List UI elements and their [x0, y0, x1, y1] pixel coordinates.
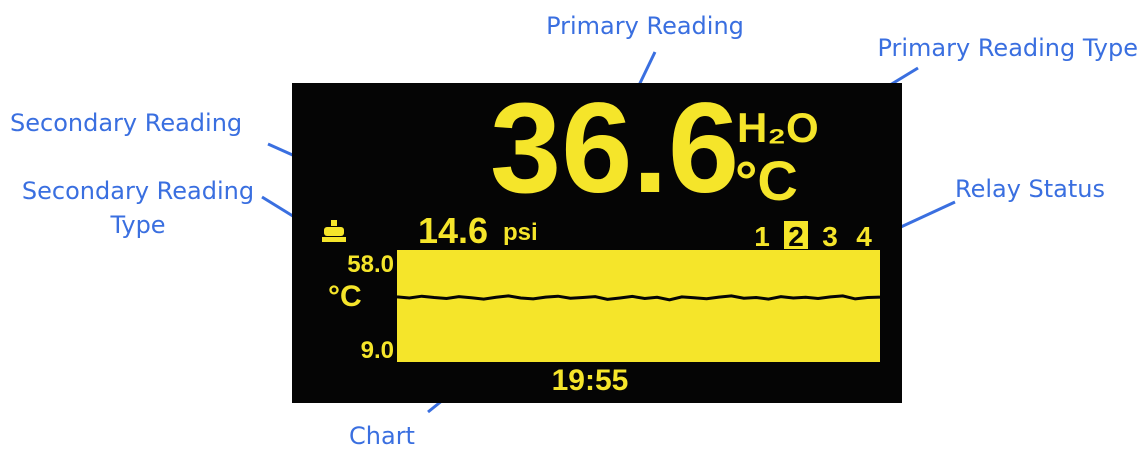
annotation: Relay Status: [955, 175, 1105, 203]
annotation: Primary Reading: [546, 12, 744, 40]
secondary-unit: psi: [503, 219, 538, 246]
annotation: Secondary Reading: [10, 109, 242, 137]
relay-label: 3: [822, 221, 838, 252]
screen-annotation: Primary Reading Primary Reading Type Sec…: [0, 0, 1144, 453]
relay-label: 2: [788, 221, 804, 252]
secondary-value: 14.6: [418, 210, 488, 251]
annotation: Secondary Reading: [22, 177, 254, 205]
relay-label: 4: [856, 221, 872, 252]
primary-type: H₂O: [737, 104, 819, 151]
primary-value: 36.6: [490, 77, 739, 220]
chart-unit: °C: [328, 280, 362, 313]
annotation: Type: [109, 211, 165, 239]
annotation: Chart: [349, 422, 415, 450]
chart-area: [397, 250, 880, 362]
y-limit-label: 58.0: [347, 251, 394, 278]
primary-unit: °C: [735, 149, 798, 212]
annotation: Primary Reading Type: [877, 34, 1138, 62]
chart-time: 19:55: [552, 364, 629, 397]
relay-label: 1: [754, 221, 770, 252]
y-limit-label: 9.0: [361, 337, 394, 364]
